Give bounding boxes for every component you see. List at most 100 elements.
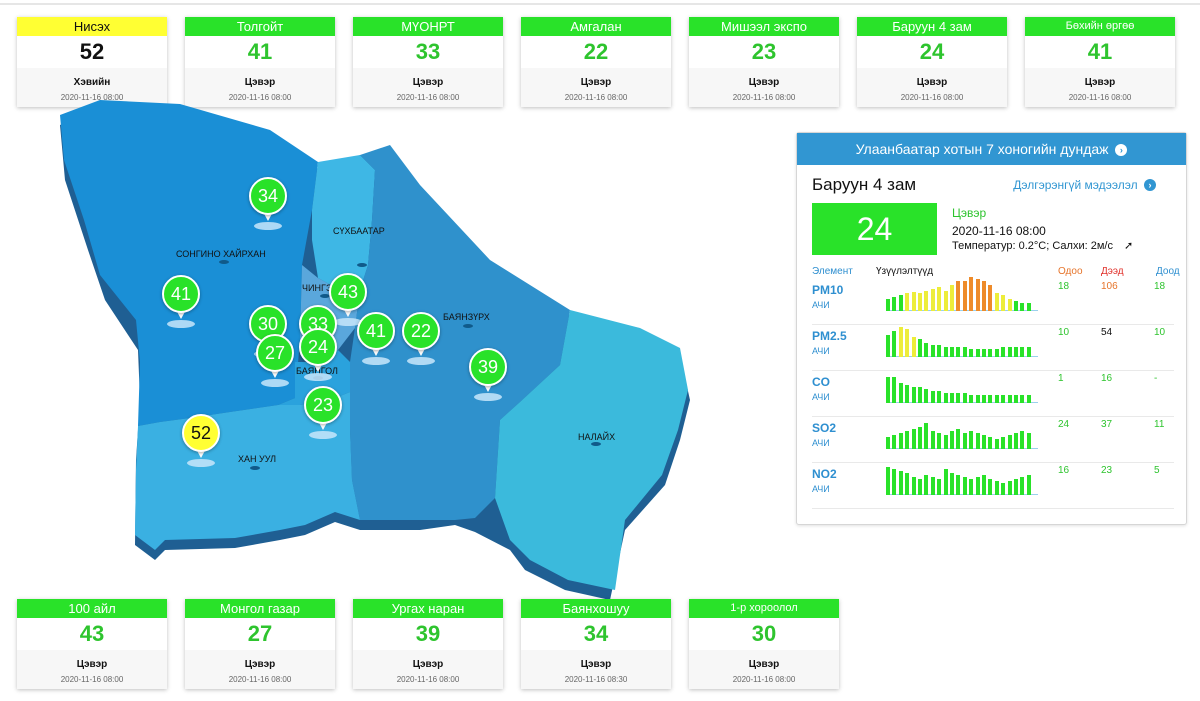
station-status: Цэвэр xyxy=(580,77,612,88)
station-name: 100 айл xyxy=(17,599,167,618)
station-card[interactable]: Нисэх 52 Хэвийн 2020-11-16 08:00 xyxy=(17,17,167,107)
station-value: 43 xyxy=(79,621,105,646)
map-marker[interactable]: 22 xyxy=(402,312,440,366)
sparkline-bar xyxy=(988,395,993,403)
weekly-average-header[interactable]: Улаанбаатар хотын 7 хоногийн дундаж › xyxy=(797,133,1186,165)
station-card[interactable]: Ургах наран 39 Цэвэр 2020-11-16 08:00 xyxy=(353,599,503,689)
station-time: 2020-11-16 08:00 xyxy=(732,675,796,684)
sparkline-bar xyxy=(930,477,935,495)
sparkline-bar xyxy=(988,349,993,357)
col-element: Элемент xyxy=(812,266,853,277)
panel-status: Цэвэр xyxy=(952,206,987,220)
marker-value: 27 xyxy=(256,334,294,372)
detail-link[interactable]: Дэлгэрэнгүй мэдээлэл › xyxy=(1013,178,1156,192)
sparkline-bar xyxy=(905,293,910,311)
sparkline-bar xyxy=(892,435,897,449)
pollutant-max: 23 xyxy=(1101,465,1113,476)
sparkline-bar xyxy=(892,469,897,495)
sparkline-bar xyxy=(892,331,897,357)
station-card[interactable]: Бөхийн өргөө 41 Цэвэр 2020-11-16 08:00 xyxy=(1025,17,1175,107)
sparkline-bar xyxy=(924,291,929,311)
sparkline-bar xyxy=(962,347,967,357)
label-dot xyxy=(250,466,260,470)
sparkline-bar xyxy=(886,299,890,311)
station-value: 23 xyxy=(751,39,777,64)
sparkline-bar xyxy=(886,467,890,495)
sparkline-bar xyxy=(1014,347,1018,357)
district-songinokhairkhan[interactable] xyxy=(60,100,318,426)
pollutant-unit: АЧИ xyxy=(812,346,830,356)
map-marker[interactable]: 34 xyxy=(249,177,287,231)
station-status: Хэвийн xyxy=(73,77,111,88)
pollutant-min: 11 xyxy=(1154,419,1165,430)
sparkline-bar xyxy=(918,339,922,357)
map-marker[interactable]: 52 xyxy=(182,414,220,468)
panel-weather: Температур: 0.2°C; Салхи: 2м/с ➚ xyxy=(952,239,1133,252)
station-name: МҮОНРТ xyxy=(353,17,503,36)
sparkline-bar xyxy=(1026,433,1031,449)
pollutant-current: 24 xyxy=(1058,419,1070,430)
pollutant-name[interactable]: CO xyxy=(812,375,830,389)
pollutant-name[interactable]: PM10 xyxy=(812,283,844,297)
sparkline-bar xyxy=(886,335,890,357)
sparkline-bar xyxy=(943,435,948,449)
sparkline-bar xyxy=(1026,347,1031,357)
station-value: 41 xyxy=(247,39,273,64)
station-time: 2020-11-16 08:00 xyxy=(732,93,796,102)
col-max: Дээд xyxy=(1101,266,1124,277)
sparkline-bar xyxy=(994,395,999,403)
sparkline-bar xyxy=(982,435,986,449)
sparkline-bar xyxy=(924,475,929,495)
sparkline-bar xyxy=(969,349,974,357)
sparkline-bar xyxy=(905,329,910,357)
col-current: Одоо xyxy=(1058,266,1083,277)
station-status: Цэвэр xyxy=(244,659,276,670)
sparkline-bar xyxy=(1014,479,1018,495)
map-marker[interactable]: 43 xyxy=(329,273,367,327)
station-time: 2020-11-16 08:00 xyxy=(564,93,628,102)
pollutant-name[interactable]: PM2.5 xyxy=(812,329,847,343)
wind-direction-icon: ➚ xyxy=(1124,240,1134,252)
top-divider xyxy=(0,3,1200,5)
sparkline-bar xyxy=(962,393,967,403)
station-card[interactable]: Монгол газар 27 Цэвэр 2020-11-16 08:00 xyxy=(185,599,335,689)
sparkline-bar xyxy=(956,281,961,311)
map-marker[interactable]: 41 xyxy=(357,312,395,366)
pollutant-current: 10 xyxy=(1058,327,1070,338)
sparkline-bar xyxy=(950,431,954,449)
station-status: Цэвэр xyxy=(76,659,108,670)
station-card[interactable]: Мишээл экспо 23 Цэвэр 2020-11-16 08:00 xyxy=(689,17,839,107)
map-marker[interactable]: 27 xyxy=(256,334,294,388)
district-bayanzurkh[interactable] xyxy=(350,145,570,520)
map-marker[interactable]: 39 xyxy=(469,348,507,402)
pollutant-name[interactable]: SO2 xyxy=(812,421,837,435)
station-card[interactable]: Баруун 4 зам 24 Цэвэр 2020-11-16 08:00 xyxy=(857,17,1007,107)
pollutant-name[interactable]: NO2 xyxy=(812,467,837,481)
district-nalaikh[interactable] xyxy=(495,310,688,590)
district-sukhbaatar[interactable] xyxy=(312,155,375,290)
station-card[interactable]: 1-р хороолол 30 Цэвэр 2020-11-16 08:00 xyxy=(689,599,839,689)
station-time: 2020-11-16 08:00 xyxy=(1068,93,1132,102)
station-time: 2020-11-16 08:00 xyxy=(228,93,292,102)
map-marker[interactable]: 41 xyxy=(162,275,200,329)
panel-weather-text: Температур: 0.2°C; Салхи: 2м/с xyxy=(952,240,1113,252)
sparkline-bar xyxy=(982,349,986,357)
map-marker[interactable]: 24 xyxy=(299,328,337,382)
pollutant-min: 5 xyxy=(1154,465,1160,476)
station-value: 24 xyxy=(919,39,945,64)
sparkline-bar xyxy=(924,343,929,357)
sparkline-bar xyxy=(969,395,974,403)
station-card[interactable]: Амгалан 22 Цэвэр 2020-11-16 08:00 xyxy=(521,17,671,107)
station-card[interactable]: Толгойт 41 Цэвэр 2020-11-16 08:00 xyxy=(185,17,335,107)
station-status: Цэвэр xyxy=(748,659,780,670)
station-card[interactable]: 100 айл 43 Цэвэр 2020-11-16 08:00 xyxy=(17,599,167,689)
sparkline-bar xyxy=(975,279,980,311)
pollutant-unit: АЧИ xyxy=(812,438,830,448)
sparkline-bar xyxy=(1026,475,1031,495)
station-card[interactable]: МҮОНРТ 33 Цэвэр 2020-11-16 08:00 xyxy=(353,17,503,107)
station-card[interactable]: Баянхошуу 34 Цэвэр 2020-11-16 08:30 xyxy=(521,599,671,689)
map-marker[interactable]: 23 xyxy=(304,386,342,440)
station-status: Цэвэр xyxy=(1084,77,1116,88)
station-name: Баруун 4 зам xyxy=(857,17,1007,36)
